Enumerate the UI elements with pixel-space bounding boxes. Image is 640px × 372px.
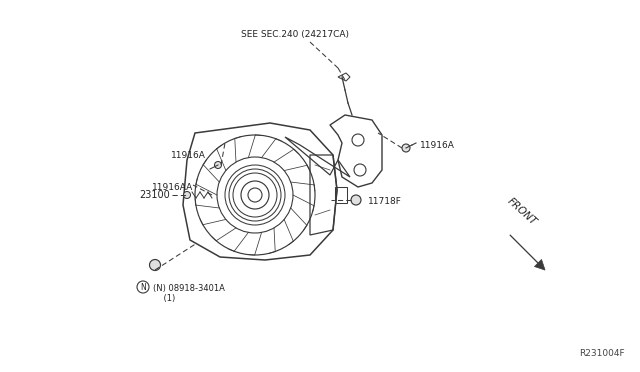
Text: 23100: 23100 xyxy=(140,190,170,200)
Text: (1): (1) xyxy=(153,295,175,304)
Circle shape xyxy=(150,260,161,270)
Text: 11916A: 11916A xyxy=(420,141,455,150)
Circle shape xyxy=(214,161,221,169)
Circle shape xyxy=(351,195,361,205)
Bar xyxy=(335,187,347,203)
Text: N: N xyxy=(140,282,146,292)
FancyArrow shape xyxy=(510,235,545,270)
Text: (N) 08918-3401A: (N) 08918-3401A xyxy=(153,285,225,294)
Text: 11916A: 11916A xyxy=(171,151,206,160)
Text: FRONT: FRONT xyxy=(505,196,538,227)
Text: 11916AA: 11916AA xyxy=(152,183,193,192)
Text: R231004F: R231004F xyxy=(579,349,625,358)
Text: 11718F: 11718F xyxy=(368,198,402,206)
Text: SEE SEC.240 (24217CA): SEE SEC.240 (24217CA) xyxy=(241,31,349,39)
Circle shape xyxy=(184,192,191,199)
Circle shape xyxy=(402,144,410,152)
